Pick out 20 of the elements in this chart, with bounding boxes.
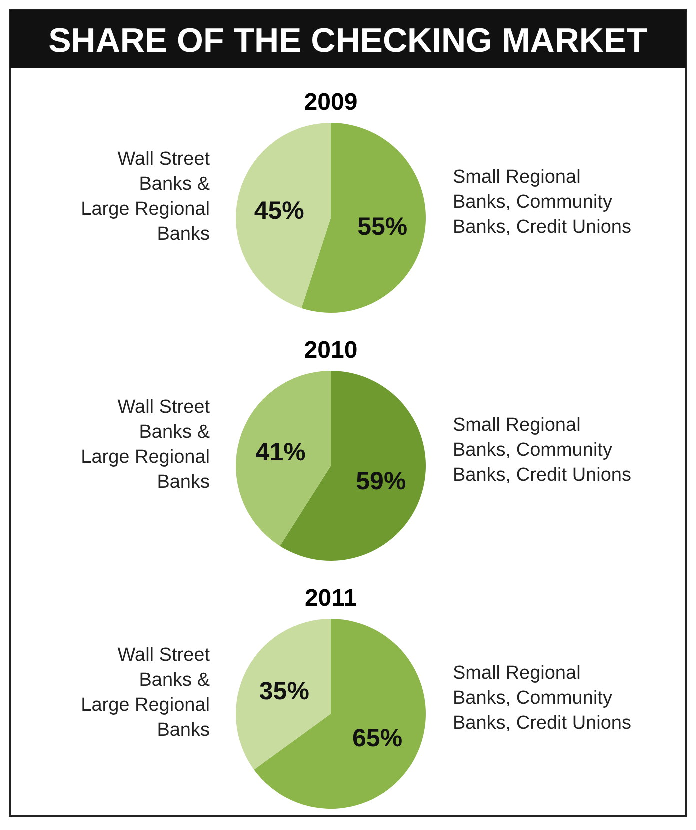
chart-title: SHARE OF THE CHECKING MARKET xyxy=(48,22,648,60)
data-label: 45% xyxy=(254,196,304,225)
slice-label: Wall Street Banks & Large Regional Banks xyxy=(81,645,211,741)
chart-subtitle: 2010 xyxy=(304,337,358,364)
chart-subtitle: 2009 xyxy=(304,89,358,116)
pie-slice xyxy=(236,123,331,308)
pie-slice xyxy=(254,619,426,809)
pie-slice xyxy=(236,371,331,546)
slice-label: Small Regional Banks, Community Banks, Credit Unions xyxy=(453,415,632,486)
slice-label: Wall Street Banks & Large Regional Banks xyxy=(81,397,211,493)
data-label: 41% xyxy=(256,438,306,466)
chart-subtitle: 2011 xyxy=(304,585,358,612)
slice-label: Small Regional Banks, Community Banks, Credit Unions xyxy=(453,663,632,734)
slice-label: Wall Street Banks & Large Regional Banks xyxy=(81,149,211,245)
pie-slice xyxy=(236,619,331,770)
data-label: 35% xyxy=(259,677,310,706)
data-label: 55% xyxy=(358,213,408,242)
data-label: 65% xyxy=(352,724,403,753)
slice-label: Small Regional Banks, Community Banks, Credit Unions xyxy=(453,167,632,238)
data-label: 59% xyxy=(356,468,406,496)
